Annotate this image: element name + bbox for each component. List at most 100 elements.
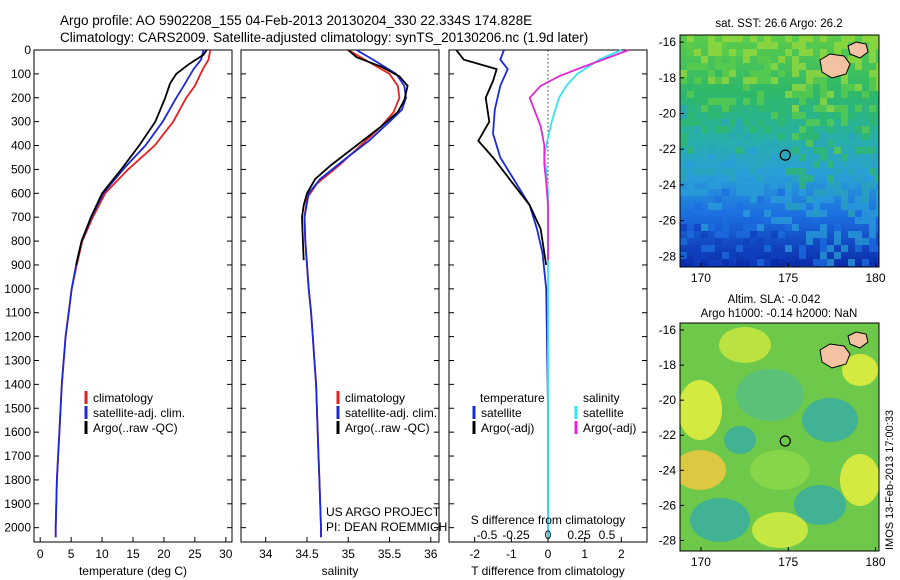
sst-cell bbox=[799, 98, 806, 105]
sst-cell bbox=[841, 42, 848, 49]
sla-blob bbox=[842, 354, 878, 386]
x-tick-label: 10 bbox=[95, 547, 109, 561]
sst-cell bbox=[820, 70, 827, 77]
sst-cell bbox=[876, 189, 879, 196]
sst-cell bbox=[729, 70, 736, 77]
y-tick-label: 1800 bbox=[4, 473, 31, 487]
s-tick: 0.5 bbox=[599, 528, 616, 542]
sst-cell bbox=[820, 140, 827, 147]
sst-cell bbox=[778, 105, 785, 112]
sst-cell bbox=[715, 70, 722, 77]
sst-cell bbox=[792, 63, 799, 70]
sst-cell bbox=[778, 196, 785, 203]
sst-cell bbox=[750, 175, 757, 182]
sst-cell bbox=[680, 224, 687, 231]
sst-cell bbox=[694, 126, 701, 133]
sst-cell bbox=[778, 56, 785, 63]
y-tick-label: 1900 bbox=[4, 497, 31, 511]
sst-cell bbox=[799, 126, 806, 133]
sst-cell bbox=[750, 231, 757, 238]
sst-cell bbox=[722, 147, 729, 154]
sst-cell bbox=[869, 105, 876, 112]
sst-cell bbox=[722, 35, 729, 42]
legend-t-satellite: satellite bbox=[481, 406, 522, 420]
sst-cell bbox=[785, 168, 792, 175]
sst-cell bbox=[722, 105, 729, 112]
sst-cell bbox=[876, 196, 879, 203]
sst-cell bbox=[799, 35, 806, 42]
sst-cell bbox=[757, 182, 764, 189]
sst-cell bbox=[750, 252, 757, 259]
map-y-tick-label: -24 bbox=[659, 178, 677, 192]
sst-cell bbox=[813, 133, 820, 140]
sst-cell bbox=[806, 91, 813, 98]
sla-blob bbox=[724, 426, 756, 454]
sst-cell bbox=[757, 168, 764, 175]
sst-cell bbox=[687, 112, 694, 119]
y-tick-label: 800 bbox=[11, 234, 31, 248]
sst-cell bbox=[827, 147, 834, 154]
map-y-tick-label: -16 bbox=[659, 323, 677, 337]
sst-cell bbox=[757, 196, 764, 203]
sla-blob bbox=[752, 512, 808, 548]
sst-cell bbox=[785, 182, 792, 189]
map-y-tick-label: -28 bbox=[659, 533, 677, 547]
sst-cell bbox=[722, 175, 729, 182]
sst-cell bbox=[778, 119, 785, 126]
sst-cell bbox=[708, 245, 715, 252]
sst-cell bbox=[834, 147, 841, 154]
sst-cell bbox=[848, 168, 855, 175]
x-tick-label: 2 bbox=[618, 547, 625, 561]
sst-map-frame bbox=[679, 34, 880, 268]
sst-cell bbox=[694, 252, 701, 259]
sla-map-frame bbox=[679, 322, 880, 552]
fiji-island bbox=[819, 41, 869, 79]
sst-cell bbox=[799, 189, 806, 196]
sst-cell bbox=[771, 217, 778, 224]
sst-cell bbox=[876, 154, 879, 161]
y-tick-label: 1400 bbox=[4, 377, 31, 391]
sst-cell bbox=[743, 133, 750, 140]
sst-cell bbox=[757, 98, 764, 105]
legend-s-satellite: satellite bbox=[583, 406, 624, 420]
sla-map-panel: Altim. SLA: -0.042 Argo h1000: -0.14 h20… bbox=[659, 294, 886, 569]
sst-cell bbox=[785, 224, 792, 231]
sst-cell bbox=[834, 42, 841, 49]
sst-cell bbox=[771, 168, 778, 175]
sst-cell bbox=[848, 133, 855, 140]
sst-cell bbox=[722, 126, 729, 133]
sst-cell bbox=[813, 77, 820, 84]
sst-cell bbox=[813, 203, 820, 210]
sst-cell bbox=[694, 119, 701, 126]
sst-cell bbox=[680, 252, 687, 259]
imos-timestamp: IMOS 13-Feb-2013 17:00:33 bbox=[884, 410, 896, 550]
t-difference-axis-label: T difference from climatology bbox=[471, 564, 625, 578]
sst-cell bbox=[820, 189, 827, 196]
x-tick-label: 36 bbox=[424, 547, 438, 561]
sst-cell bbox=[876, 84, 879, 91]
sst-cell bbox=[799, 91, 806, 98]
sst-cell bbox=[708, 259, 715, 266]
sst-cell bbox=[876, 77, 879, 84]
sst-cell bbox=[694, 49, 701, 56]
sst-cell bbox=[778, 217, 785, 224]
sst-cell bbox=[736, 35, 743, 42]
map-x-tick-label: 175 bbox=[778, 271, 798, 285]
sst-cell bbox=[876, 105, 879, 112]
sla-blob bbox=[690, 498, 750, 542]
sst-cell bbox=[820, 77, 827, 84]
sst-cell bbox=[771, 63, 778, 70]
sst-cell bbox=[869, 175, 876, 182]
sst-cell bbox=[813, 217, 820, 224]
sst-cell bbox=[743, 49, 750, 56]
sst-cell bbox=[708, 70, 715, 77]
sst-cell bbox=[862, 182, 869, 189]
sst-cell bbox=[701, 126, 708, 133]
sst-cell bbox=[680, 70, 687, 77]
sst-cell bbox=[855, 238, 862, 245]
sst-cell bbox=[855, 63, 862, 70]
sst-cell bbox=[722, 224, 729, 231]
sst-cell bbox=[722, 231, 729, 238]
sst-cell bbox=[848, 203, 855, 210]
sst-cell bbox=[778, 112, 785, 119]
